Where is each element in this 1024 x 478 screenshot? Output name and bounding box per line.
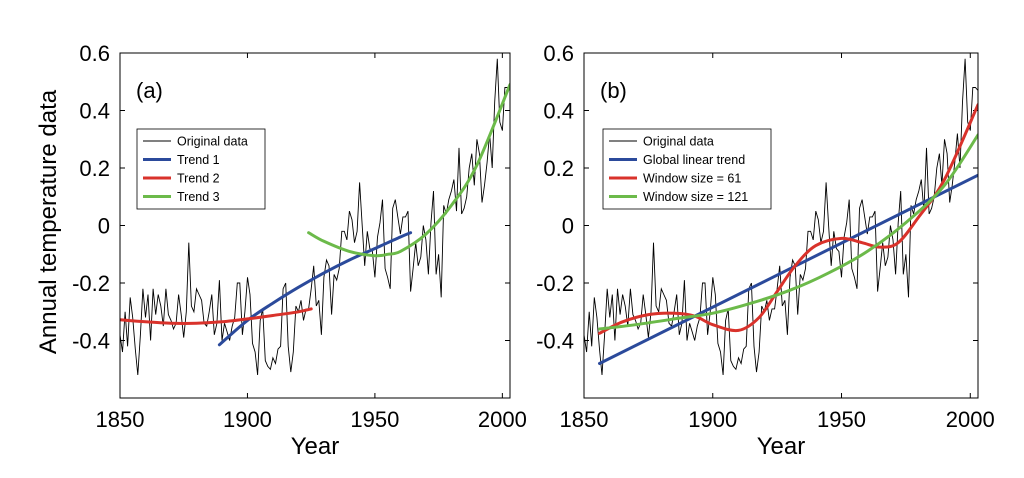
series-line-1 (598, 173, 978, 365)
x-tick-label: 1900 (223, 407, 272, 432)
y-tick-label: 0.4 (543, 99, 574, 124)
x-tick-label: 2000 (478, 407, 527, 432)
panel-b: 1850 1900 1950 2000 -0.4 -0.2 0 0.2 0.4 0.6 (b) Yea… (536, 41, 995, 460)
series-line-2 (120, 307, 313, 325)
plot-frame (119, 52, 511, 399)
y-tick-label: 0.6 (79, 41, 110, 66)
panel-a: 1850 1900 1950 2000 -0.4 -0.2 0 0.2 0.4 0.6 (a) Yea… (72, 41, 527, 460)
y-tick-label: 0 (98, 214, 110, 239)
legend-entry: Trend 1 (177, 153, 220, 167)
y-tick-label: -0.2 (536, 271, 574, 296)
plot-frame (583, 52, 979, 399)
y-tick-label: -0.2 (72, 271, 110, 296)
series-original-data (120, 58, 510, 376)
y-tick-label: 0.2 (79, 156, 110, 181)
x-tick-label: 1950 (817, 407, 866, 432)
series-line-1 (217, 231, 413, 347)
x-tick-label: 1850 (560, 407, 609, 432)
legend-entry: Global linear trend (643, 153, 745, 167)
y-tick-label: 0.4 (79, 99, 110, 124)
legend-entry: Original data (177, 135, 248, 149)
x-tick-label: 1900 (688, 407, 737, 432)
legend: Original data Trend 1 Trend 2 Trend 3 (136, 128, 266, 210)
legend: Original data Global linear trend Window s… (602, 128, 772, 210)
y-tick-label: 0.6 (543, 41, 574, 66)
x-axis-label: Year (291, 433, 340, 460)
y-tick-label: 0.2 (543, 156, 574, 181)
series-line-3 (598, 133, 978, 331)
x-tick-label: 2000 (946, 407, 995, 432)
panel-label: (a) (136, 78, 163, 103)
legend-entry: Window size = 61 (643, 172, 741, 186)
x-tick-label: 1850 (96, 407, 145, 432)
series-line-2 (598, 103, 978, 335)
x-tick-label: 1950 (350, 407, 399, 432)
legend-entry: Window size = 121 (643, 190, 748, 204)
legend-entry: Trend 2 (177, 172, 220, 186)
legend-entry: Original data (643, 135, 714, 149)
y-tick-label: -0.4 (72, 329, 110, 354)
y-tick-label: 0 (562, 214, 574, 239)
series-line-3 (307, 83, 510, 258)
panel-label: (b) (600, 78, 627, 103)
y-tick-label: -0.4 (536, 329, 574, 354)
x-axis-label: Year (757, 433, 806, 460)
y-axis-label: Annual temperature data (35, 89, 62, 354)
legend-entry: Trend 3 (177, 190, 220, 204)
